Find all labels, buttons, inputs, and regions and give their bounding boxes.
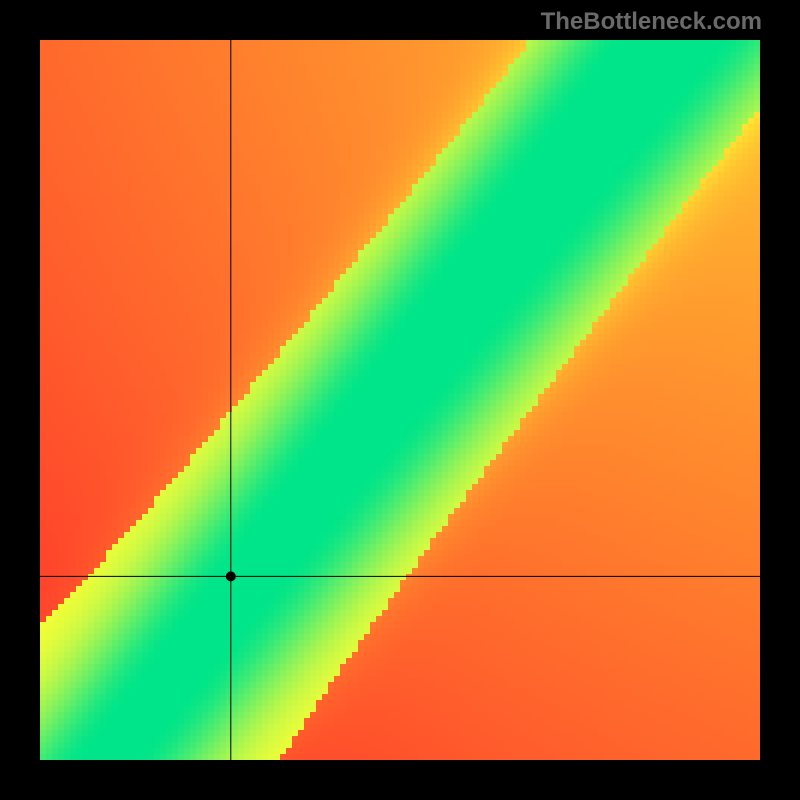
heatmap-canvas (40, 40, 760, 760)
watermark-label: TheBottleneck.com (541, 8, 762, 36)
chart-container: TheBottleneck.com (0, 0, 800, 800)
